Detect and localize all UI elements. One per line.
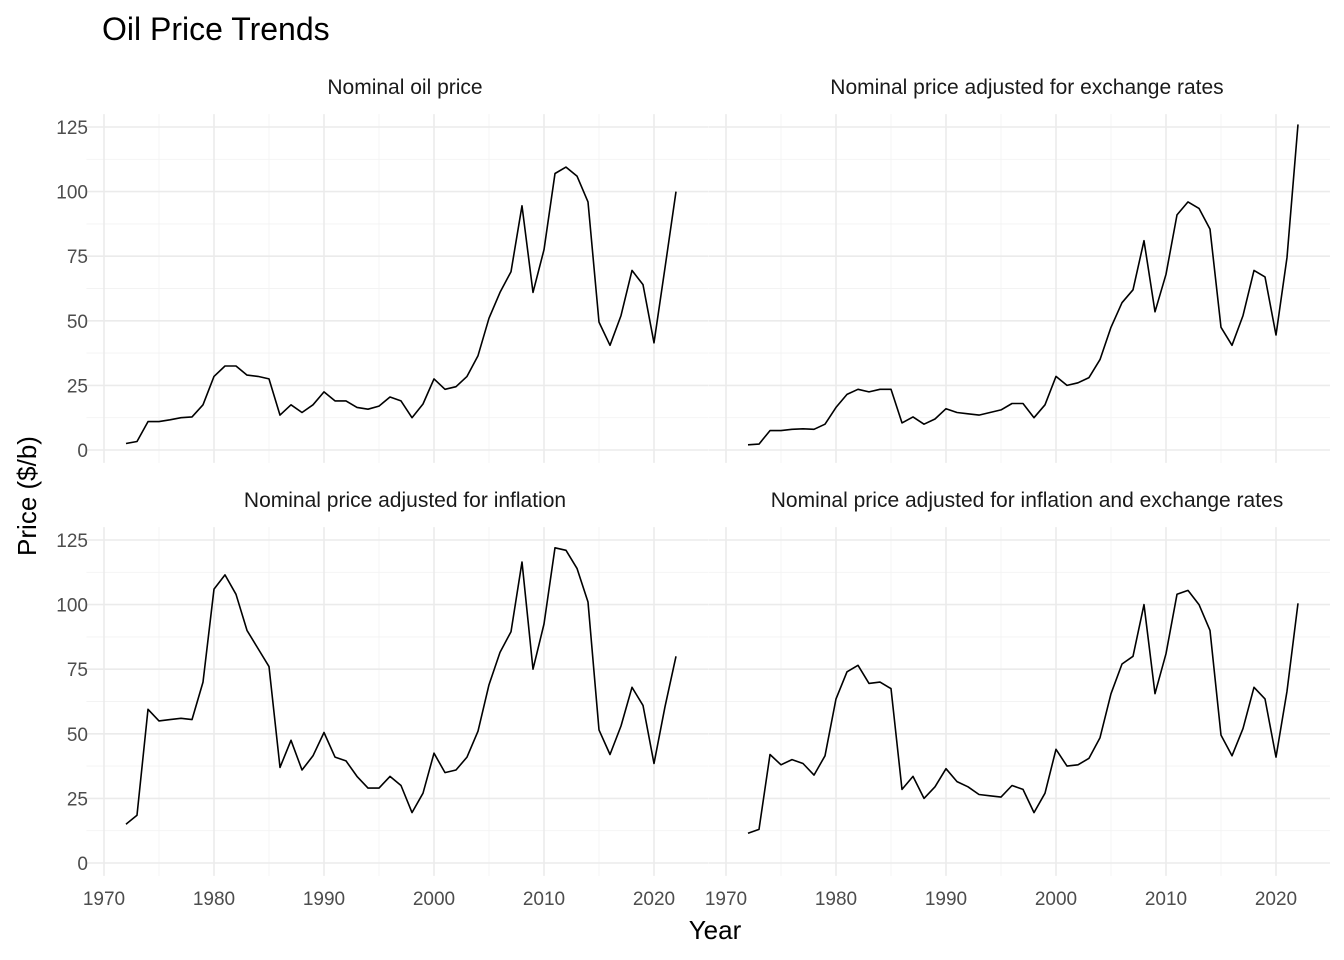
y-tick-label: 0 xyxy=(77,854,88,875)
panel-strip-label: Nominal price adjusted for inflation xyxy=(244,489,566,512)
panel-strip-label: Nominal price adjusted for exchange rate… xyxy=(830,76,1223,99)
panel-strip-label: Nominal oil price xyxy=(327,76,482,99)
y-tick-label: 50 xyxy=(67,725,88,746)
y-tick-label: 125 xyxy=(56,118,88,139)
x-tick-label: 1970 xyxy=(83,889,125,910)
series-line xyxy=(125,546,677,825)
panel-4: Nominal price adjusted for inflation and… xyxy=(705,489,1330,910)
x-tick-label: 2000 xyxy=(1035,889,1077,910)
series-line xyxy=(747,124,1299,446)
x-tick-label: 1980 xyxy=(815,889,857,910)
y-axis-title: Price ($/b) xyxy=(12,436,42,556)
y-tick-label: 0 xyxy=(77,441,88,462)
y-tick-label: 50 xyxy=(67,312,88,333)
series-line xyxy=(125,166,677,445)
panel-3: Nominal price adjusted for inflation 0 25 5… xyxy=(56,489,708,910)
y-tick-label: 100 xyxy=(56,183,88,204)
x-tick-label: 2010 xyxy=(1145,889,1187,910)
x-tick-label: 1990 xyxy=(303,889,345,910)
y-tick-label: 75 xyxy=(67,247,88,268)
x-tick-label: 1990 xyxy=(925,889,967,910)
x-axis-title: Year xyxy=(689,915,742,945)
x-tick-label: 2010 xyxy=(523,889,565,910)
x-tick-label: 2020 xyxy=(1255,889,1297,910)
x-tick-label: 2020 xyxy=(633,889,675,910)
panel-2: Nominal price adjusted for exchange rate… xyxy=(708,76,1330,463)
y-tick-label: 75 xyxy=(67,660,88,681)
x-tick-label: 1970 xyxy=(705,889,747,910)
panel-1: Nominal oil price 0 25 50 75 100 125 xyxy=(56,76,708,463)
x-tick-label: 2000 xyxy=(413,889,455,910)
y-tick-label: 25 xyxy=(67,376,88,397)
y-tick-label: 100 xyxy=(56,596,88,617)
series-line xyxy=(747,589,1299,835)
panel-strip-label: Nominal price adjusted for inflation and… xyxy=(771,489,1283,512)
chart-title: Oil Price Trends xyxy=(102,11,330,47)
y-tick-label: 125 xyxy=(56,531,88,552)
x-tick-label: 1980 xyxy=(193,889,235,910)
y-tick-label: 25 xyxy=(67,789,88,810)
